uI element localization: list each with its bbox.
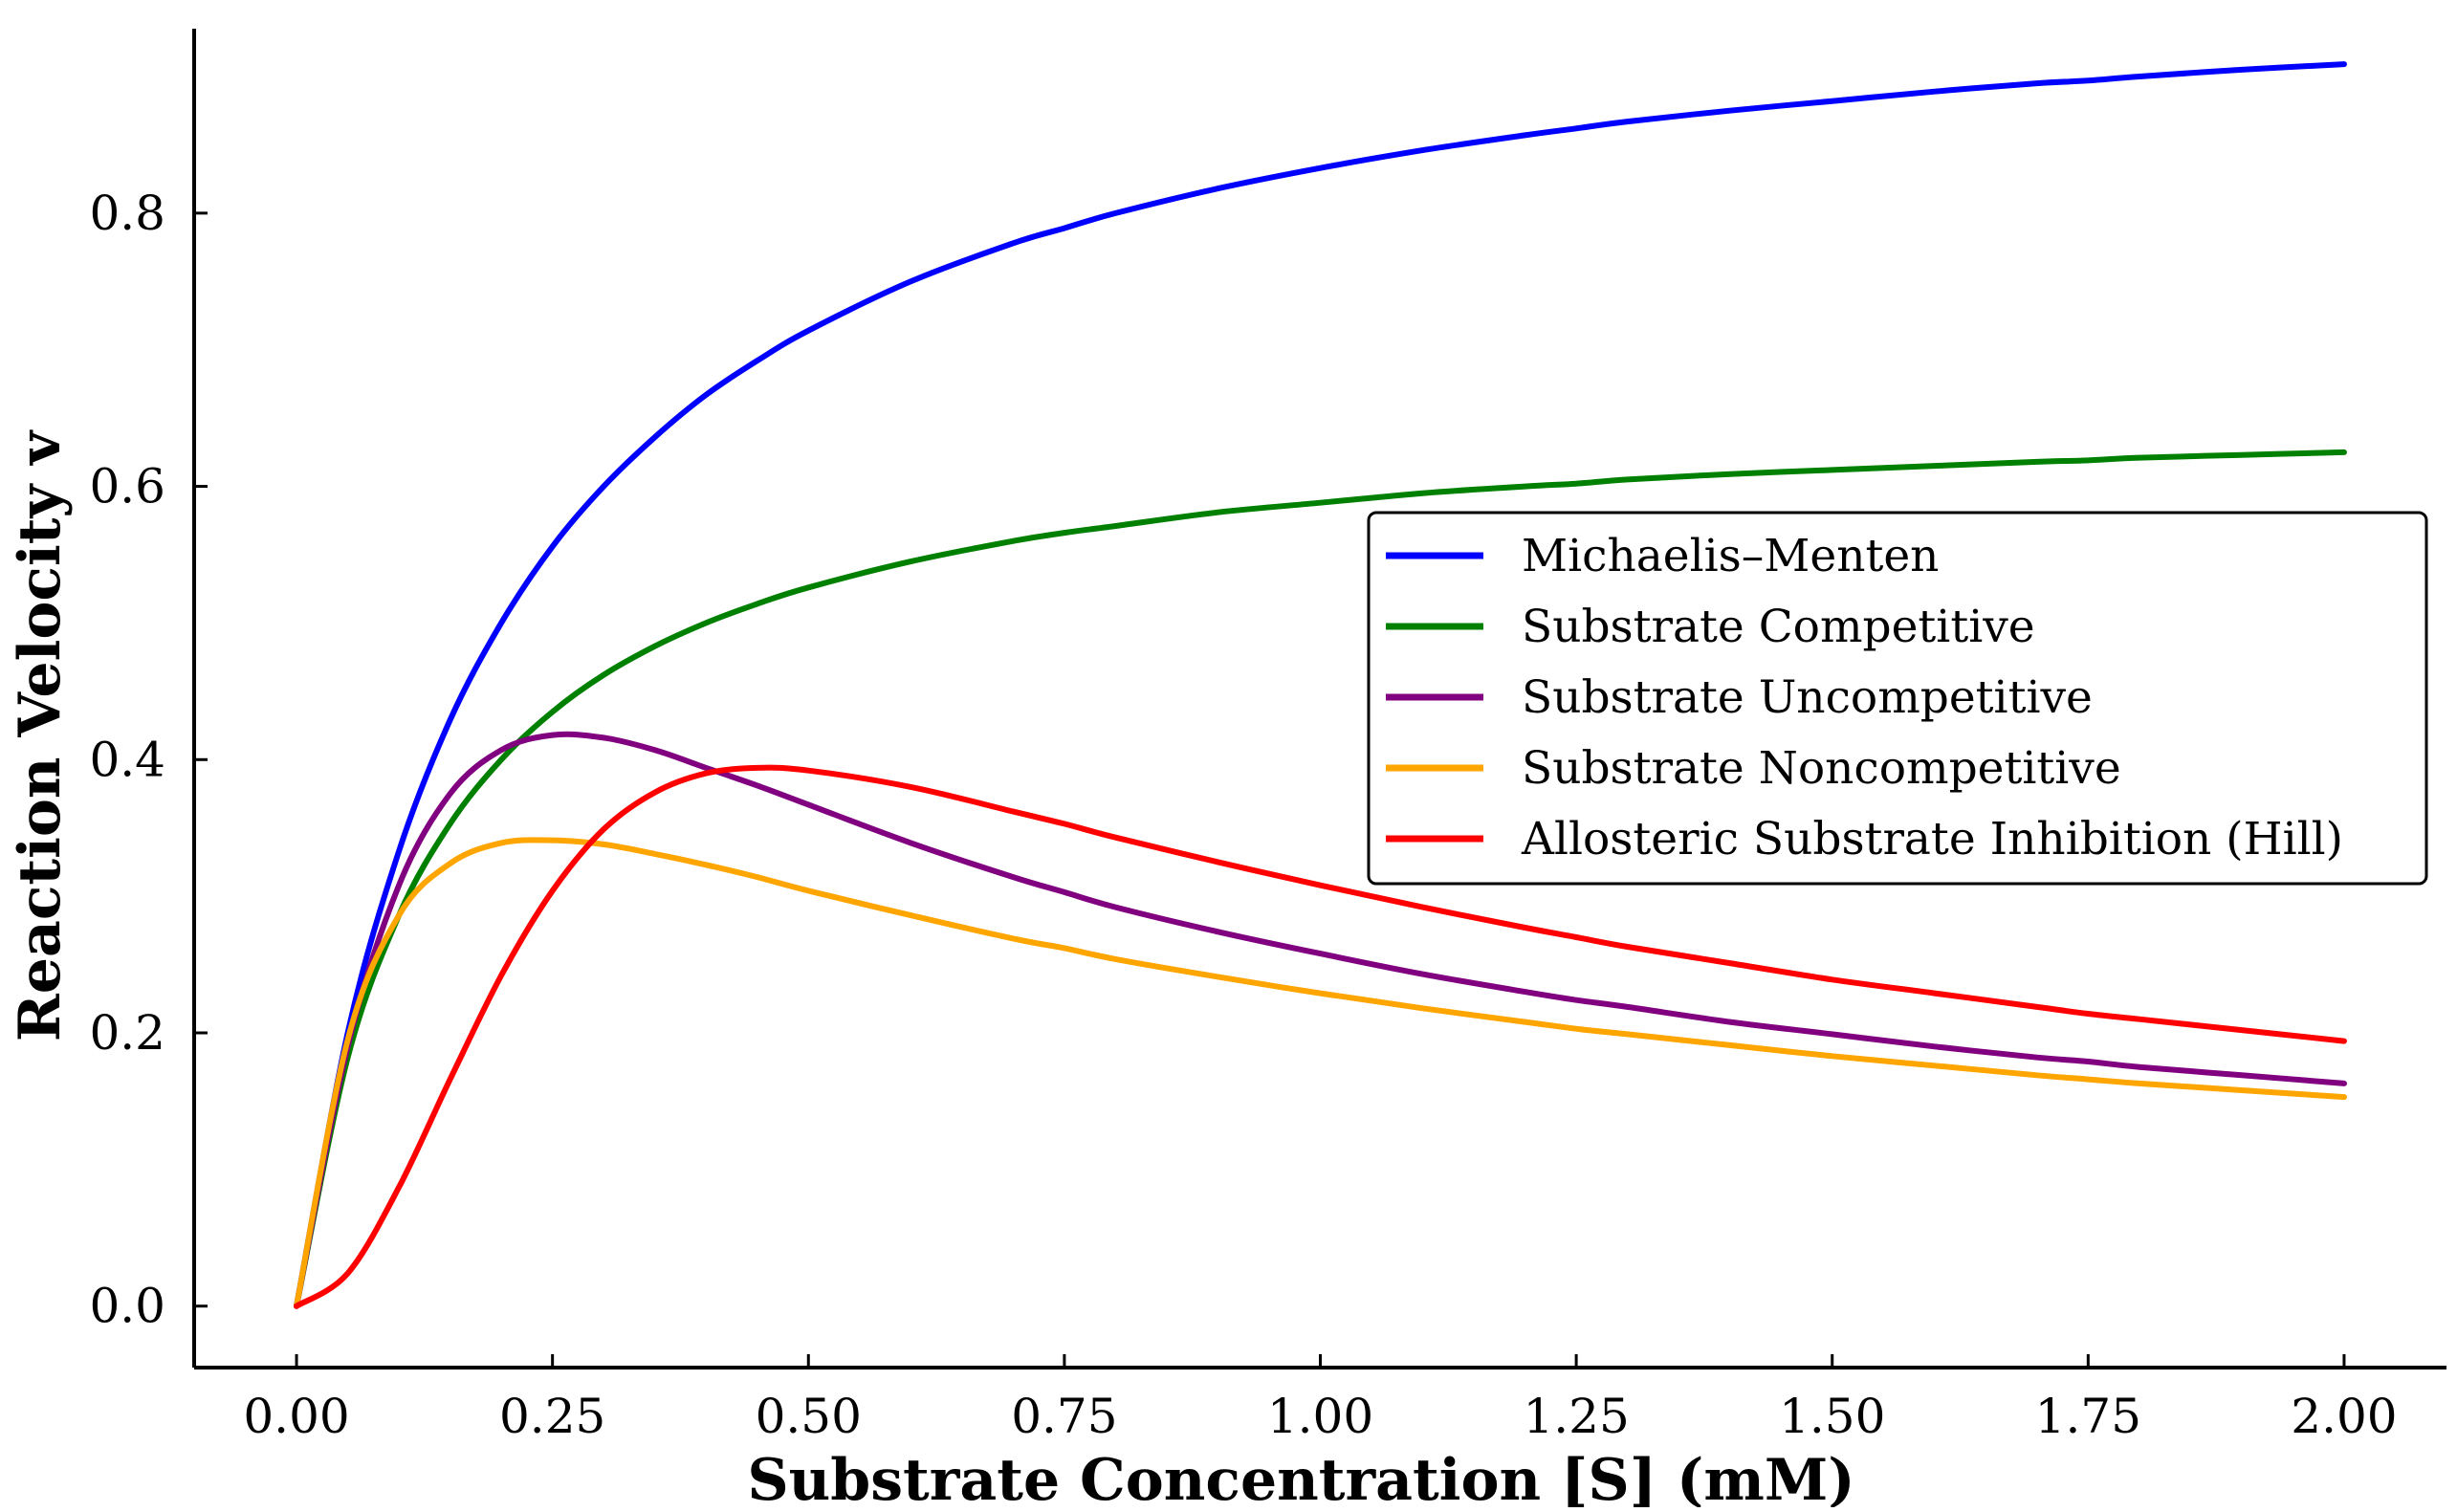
x-tick-label: 1.00 [1267,1389,1373,1444]
series-line-michaelis-menten [294,61,2347,1309]
y-tick-label: 0.8 [89,186,165,241]
y-tick-label: 0.6 [89,459,165,515]
legend-label: Michaelis–Menten [1522,530,1939,582]
series-line-substrate-uncompetitive [294,731,2347,1309]
y-axis-title: Reaction Velocity v [7,429,74,1041]
x-tick-label: 2.00 [2291,1389,2397,1444]
x-tick-label: 0.00 [243,1389,349,1444]
x-axis-title: Substrate Concentration [S] (mM) [747,1447,1854,1507]
x-tick-label: 0.50 [756,1389,862,1444]
series-line-substrate-competitive [294,449,2347,1309]
x-tick-label: 1.25 [1523,1389,1629,1444]
x-tick-label: 1.75 [2035,1389,2141,1444]
axes: 0.00 0.25 0.50 0.75 1.00 1.25 1.50 1.75 2.00 0.0 0… [7,29,2446,1512]
legend-label: Substrate Noncompetitive [1522,742,2121,795]
series-line-allosteric-substrate-inhibition-hill [294,764,2347,1309]
y-tick-label: 0.4 [89,732,165,787]
series-line-substrate-noncompetitive [294,837,2347,1309]
y-tick-label: 0.0 [89,1279,165,1334]
y-tick-label: 0.2 [89,1005,165,1061]
x-tick-label: 0.25 [499,1389,605,1444]
x-tick-label: 0.75 [1011,1389,1117,1444]
legend-label: Allosteric Substrate Inhibition (Hill) [1521,813,2343,866]
legend-box [1367,511,2428,886]
legend: Michaelis–Menten Substrate Competitive Sub… [1367,511,2428,886]
series-lines [294,61,2347,1309]
legend-label: Substrate Competitive [1522,601,2035,653]
legend-label: Substrate Uncompetitive [1522,671,2093,724]
x-tick-label: 1.50 [1779,1389,1885,1444]
